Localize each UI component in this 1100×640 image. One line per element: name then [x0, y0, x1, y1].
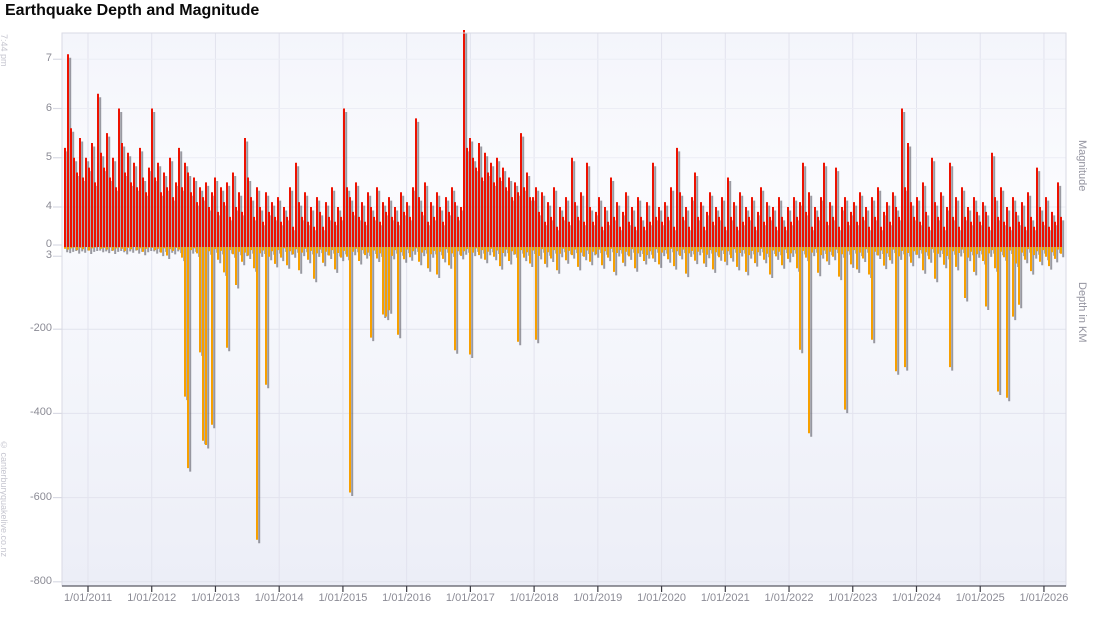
x-axis-label: 1/01/2013 — [190, 592, 240, 604]
y-axis-label-magnitude: 4 — [45, 200, 52, 212]
y-axis-label-magnitude: 7 — [45, 52, 52, 65]
chart-title: Earthquake Depth and Magnitude — [5, 2, 260, 19]
x-axis-label: 1/01/2014 — [254, 592, 304, 604]
right-axis-label-depth: Depth in KM — [1076, 282, 1088, 343]
x-axis-label: 1/01/2026 — [1019, 592, 1069, 604]
depth-bars — [64, 247, 1062, 540]
watermark-time: 7:44 pm — [0, 34, 9, 67]
x-axis-label: 1/01/2019 — [573, 592, 623, 604]
y-axis-label-depth: -200 — [29, 322, 52, 335]
y-axis-label-magnitude: 6 — [45, 101, 52, 114]
right-axis-label-magnitude: Magnitude — [1076, 140, 1088, 192]
vertical-gridlines — [87, 33, 1045, 586]
x-axis-label: 1/01/2023 — [828, 592, 878, 604]
x-axis-label: 1/01/2025 — [955, 592, 1005, 604]
x-axis-label: 1/01/2018 — [509, 592, 559, 604]
x-axis-label: 1/01/2017 — [445, 592, 495, 604]
x-axis-label: 1/01/2022 — [764, 592, 814, 604]
x-axis-label: 1/01/2016 — [382, 592, 432, 604]
magnitude-bars — [64, 30, 1062, 247]
y-axis-label-magnitude: 5 — [45, 150, 52, 163]
x-axis-label: 1/01/2024 — [892, 592, 941, 604]
x-axis-label: 1/01/2012 — [127, 592, 177, 604]
y-axis-tick-marks — [53, 58, 62, 583]
watermark-credit: © canterburyquakelive.co.nz — [0, 440, 9, 558]
y-axis-label-depth-zero: 0 — [45, 238, 52, 250]
x-axis-tick-marks — [87, 586, 1045, 592]
y-axis-label-magnitude: 3 — [45, 249, 52, 262]
y-axis-label-depth: -400 — [29, 406, 52, 419]
y-axis-label-depth: -800 — [29, 574, 52, 587]
x-axis-label: 1/01/2021 — [700, 592, 750, 604]
y-axis-label-depth: -600 — [29, 490, 52, 503]
x-axis-label: 1/01/2020 — [637, 592, 687, 604]
x-axis-label: 1/01/2015 — [318, 592, 368, 604]
x-axis-label: 1/01/2011 — [63, 592, 113, 604]
